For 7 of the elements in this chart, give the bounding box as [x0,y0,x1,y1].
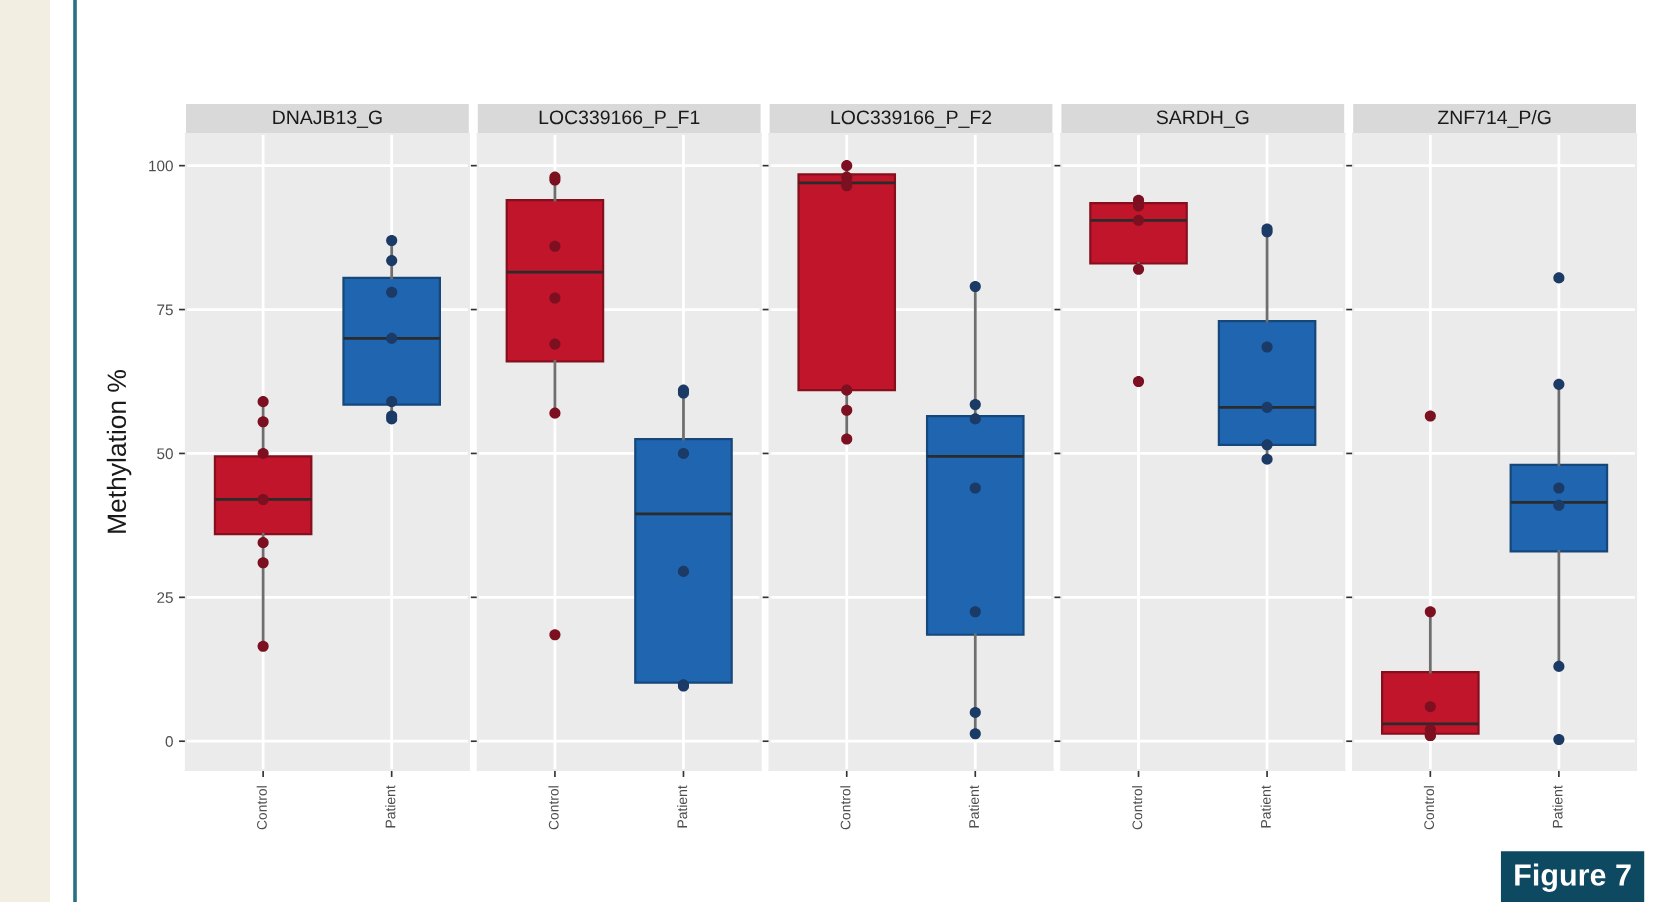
chart-title: LOC339166_P_F2 [831,110,992,128]
y-axis-title: Methylation % [106,370,132,533]
chart-title: LOC339166_P_F1 [539,110,700,128]
chart-title: SARDH_G [1156,110,1249,128]
chart-title: ZNF714_P/G [1437,109,1551,128]
caption: Figure 7 [1515,863,1631,892]
chart-title: DNAJB13_G [273,110,382,128]
